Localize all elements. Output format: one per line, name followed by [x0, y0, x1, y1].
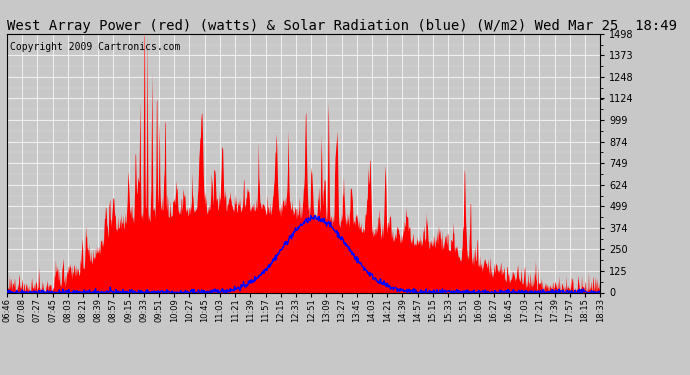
Text: Copyright 2009 Cartronics.com: Copyright 2009 Cartronics.com	[10, 42, 180, 51]
Text: West Array Power (red) (watts) & Solar Radiation (blue) (W/m2) Wed Mar 25  18:49: West Array Power (red) (watts) & Solar R…	[7, 19, 677, 33]
